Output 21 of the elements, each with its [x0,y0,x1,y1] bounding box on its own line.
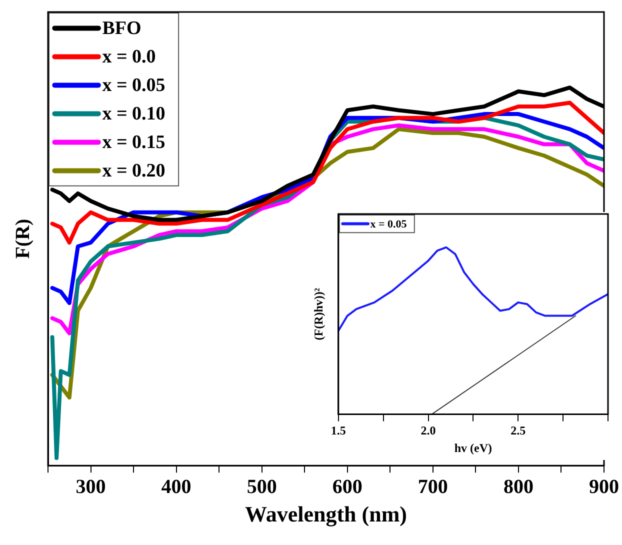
legend-label: x = 0.10 [102,104,166,125]
x-tick-label: 2.5 [510,423,526,438]
x-tick-label: 500 [246,476,277,498]
x-tick-label: 300 [76,476,106,498]
y-axis-title: (F(R)hv))² [311,288,326,340]
legend-label: x = 0.15 [102,132,166,154]
x-tick-label: 900 [589,476,619,498]
x-axis-title: Wavelength (nm) [245,501,407,526]
x-tick-label: 2.0 [420,423,436,438]
x-tick-label: 700 [418,476,448,498]
x-axis-title: hv (eV) [454,440,492,455]
x-tick-label: 800 [503,476,534,498]
x-tick-label: 600 [332,476,362,498]
legend-label: BFO [102,18,142,40]
x-tick-label: 1.5 [330,423,346,438]
y-axis-title: F(R) [12,218,34,259]
x-tick-label: 400 [161,476,192,498]
legend-label: x = 0.20 [102,160,166,182]
legend-label: x = 0.0 [102,46,156,68]
legend-label: x = 0.05 [102,75,166,96]
legend-label: x = 0.05 [370,218,408,231]
